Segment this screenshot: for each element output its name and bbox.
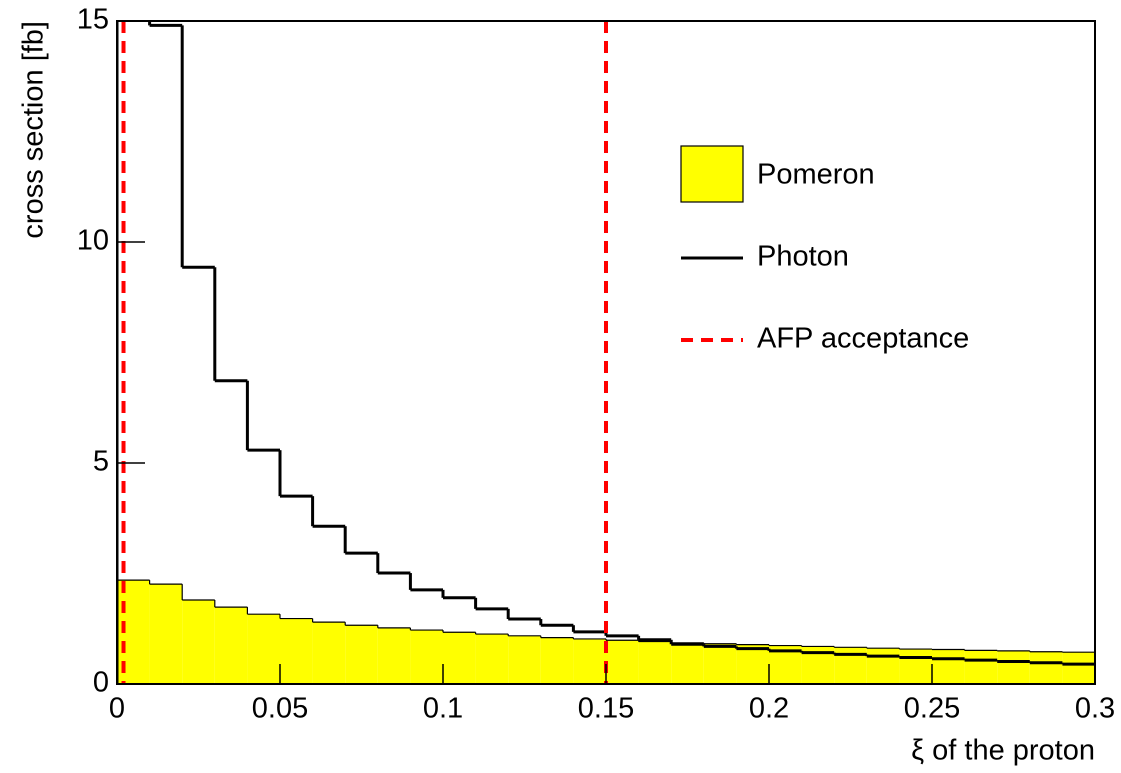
bar (573, 638, 606, 684)
legend-label: AFP acceptance (757, 323, 969, 355)
bar (1062, 652, 1095, 684)
x-tick-label: 0.05 (252, 693, 308, 725)
bar (149, 584, 183, 684)
bar (736, 644, 769, 684)
legend-label: Photon (757, 241, 849, 273)
y-axis-title: cross section [fb] (18, 21, 50, 239)
bar (638, 641, 672, 684)
legend-label: Pomeron (757, 159, 875, 191)
x-tick-label: 0 (109, 693, 125, 725)
y-tick-label: 10 (77, 225, 109, 257)
bar (964, 650, 998, 684)
bar (866, 648, 900, 684)
bar (997, 650, 1030, 684)
x-tick-label: 0.15 (578, 693, 634, 725)
bar (312, 622, 346, 684)
bar (280, 618, 313, 684)
bar (899, 649, 932, 684)
bar (377, 627, 411, 684)
bar (247, 614, 280, 684)
y-tick-label: 15 (77, 4, 109, 36)
bar (508, 635, 541, 684)
bar (410, 630, 443, 684)
bar (443, 632, 476, 684)
bar (540, 637, 574, 684)
x-axis-title: ξ of the proton (911, 735, 1095, 767)
bar (475, 634, 509, 684)
y-tick-label: 5 (93, 446, 109, 478)
x-tick-label: 0.2 (749, 693, 789, 725)
bar (834, 647, 867, 684)
legend-swatch (680, 145, 744, 203)
bar (345, 625, 378, 684)
bar (214, 607, 248, 684)
plot-area (117, 21, 1095, 684)
bar (182, 600, 215, 684)
bar (703, 643, 737, 684)
y-tick-label: 0 (93, 667, 109, 699)
x-tick-label: 0.1 (423, 693, 463, 725)
x-tick-label: 0.3 (1075, 693, 1115, 725)
bar (606, 640, 639, 684)
bar (932, 649, 965, 684)
x-tick-label: 0.25 (904, 693, 960, 725)
bar (671, 642, 704, 684)
bar (1029, 651, 1063, 684)
